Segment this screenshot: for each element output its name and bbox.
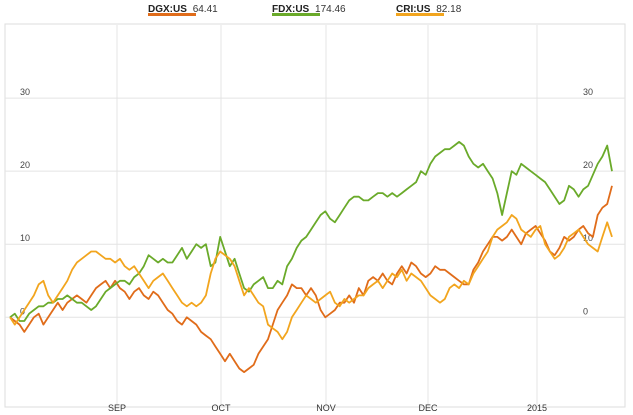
y-tick-label-right: 30 — [583, 87, 593, 97]
legend-swatch-cri — [396, 13, 444, 16]
legend-symbol-fdx: FDX:US — [272, 4, 310, 15]
legend-price-dgx: 64.41 — [192, 4, 218, 15]
y-tick-label-left: 20 — [20, 160, 30, 170]
legend-item-dgx[interactable]: DGX:US 64.41 — [148, 4, 218, 15]
legend-swatch-dgx — [148, 13, 196, 16]
x-tick-label: 2015 — [527, 403, 547, 413]
x-tick-label: NOV — [316, 403, 336, 413]
x-tick-label: DEC — [418, 403, 438, 413]
x-tick-label: OCT — [212, 403, 232, 413]
plot-border — [4, 23, 626, 408]
legend-price-fdx: 174.46 — [315, 4, 346, 15]
legend-symbol-cri: CRI:US — [396, 4, 431, 15]
legend-price-cri: 82.18 — [436, 4, 462, 15]
y-tick-label-right: 20 — [583, 160, 593, 170]
series-line-fdx-us — [9, 140, 613, 322]
y-tick-label-right: 10 — [583, 233, 593, 243]
series-line-cri-us — [9, 214, 613, 341]
legend-item-cri[interactable]: CRI:US 82.18 — [396, 4, 461, 15]
y-tick-label-right: 0 — [583, 306, 588, 316]
legend-swatch-fdx — [272, 13, 320, 16]
y-tick-label-left: 30 — [20, 87, 30, 97]
legend-item-fdx[interactable]: FDX:US 174.46 — [272, 4, 346, 15]
y-tick-label-left: 10 — [20, 233, 30, 243]
x-tick-label: SEP — [108, 403, 126, 413]
legend: DGX:US 64.41 FDX:US 174.46 CRI:US 82.18 — [0, 0, 633, 22]
series-line-dgx-us — [9, 185, 613, 374]
legend-symbol-dgx: DGX:US — [148, 4, 187, 15]
